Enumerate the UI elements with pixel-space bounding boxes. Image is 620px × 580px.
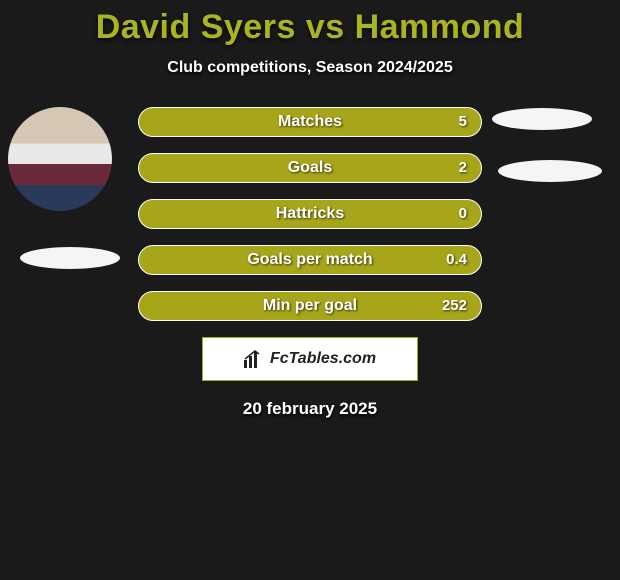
page-title: David Syers vs Hammond: [0, 8, 620, 47]
stat-bar: Hattricks 0: [138, 199, 482, 229]
chart-icon: [244, 350, 264, 368]
avatar-shadow-right-1: [492, 108, 592, 130]
stat-label: Min per goal: [139, 292, 481, 320]
stat-value: 0.4: [446, 246, 467, 274]
stat-bar: Matches 5: [138, 107, 482, 137]
player-avatar-left: [8, 107, 112, 211]
stat-value: 5: [459, 108, 467, 136]
stat-label: Matches: [139, 108, 481, 136]
date-line: 20 february 2025: [0, 399, 620, 419]
logo-text: FcTables.com: [270, 350, 376, 368]
stat-bar: Min per goal 252: [138, 291, 482, 321]
stat-label: Hattricks: [139, 200, 481, 228]
stat-bar: Goals 2: [138, 153, 482, 183]
stat-label: Goals per match: [139, 246, 481, 274]
stat-value: 2: [459, 154, 467, 182]
avatar-shadow-left: [20, 247, 120, 269]
subtitle: Club competitions, Season 2024/2025: [0, 59, 620, 77]
stat-value: 252: [442, 292, 467, 320]
avatar-shadow-right-2: [498, 160, 602, 182]
stat-label: Goals: [139, 154, 481, 182]
stat-bar: Goals per match 0.4: [138, 245, 482, 275]
comparison-card: David Syers vs Hammond Club competitions…: [0, 0, 620, 580]
stat-value: 0: [459, 200, 467, 228]
logo-box[interactable]: FcTables.com: [202, 337, 418, 381]
stat-bars: Matches 5 Goals 2 Hattricks 0 Goals per …: [138, 107, 482, 337]
